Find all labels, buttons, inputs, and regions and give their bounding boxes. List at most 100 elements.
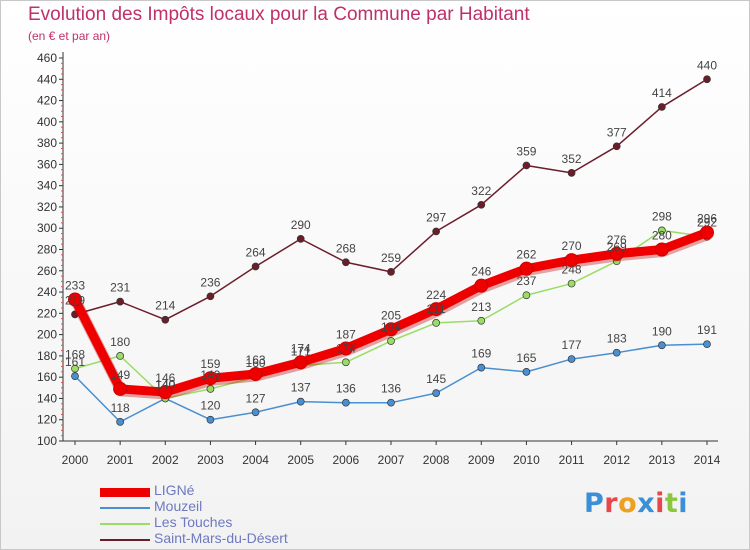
logo-letter: t — [664, 488, 679, 519]
data-point — [567, 279, 576, 288]
data-point — [658, 226, 666, 235]
data-label: 136 — [336, 382, 356, 396]
data-point — [519, 261, 534, 276]
data-label: 269 — [607, 240, 627, 254]
data-point — [161, 315, 170, 324]
x-tick-label: 2000 — [62, 453, 89, 467]
data-point — [609, 246, 624, 261]
data-label: 136 — [381, 382, 401, 396]
data-point — [113, 381, 128, 396]
x-tick-label: 2003 — [197, 453, 224, 467]
data-point — [206, 292, 215, 301]
x-tick-label: 2005 — [287, 453, 314, 467]
data-label: 414 — [652, 86, 672, 100]
data-label: 140 — [155, 377, 175, 391]
data-label: 359 — [516, 144, 536, 158]
data-point — [71, 372, 79, 380]
y-tick-label: 460 — [37, 51, 57, 65]
data-point — [700, 225, 714, 240]
data-point — [296, 397, 305, 406]
data-label: 246 — [471, 265, 491, 279]
data-point — [384, 322, 398, 337]
data-label: 296 — [697, 211, 717, 225]
legend-swatch — [100, 487, 150, 497]
data-label: 169 — [471, 347, 491, 361]
y-tick-label: 180 — [37, 349, 57, 363]
data-point — [432, 319, 440, 327]
data-point — [654, 242, 669, 257]
data-point — [387, 337, 395, 345]
x-tick-label: 2004 — [242, 453, 269, 467]
y-tick-label: 440 — [37, 72, 57, 86]
data-label: 248 — [562, 263, 582, 277]
data-label: 352 — [562, 152, 582, 166]
data-point — [203, 371, 218, 386]
data-label: 187 — [336, 327, 356, 341]
logo-letter: r — [604, 488, 619, 519]
data-label: 236 — [200, 275, 220, 289]
data-point — [703, 340, 711, 349]
data-point — [522, 367, 531, 376]
data-point — [342, 358, 350, 367]
y-tick-label: 160 — [37, 370, 57, 384]
data-label: 120 — [200, 399, 220, 413]
logo-letter: o — [618, 488, 638, 519]
data-point — [432, 389, 440, 397]
data-label: 183 — [607, 332, 627, 346]
data-point — [474, 278, 489, 293]
y-tick-label: 200 — [37, 328, 57, 342]
y-tick-label: 400 — [37, 115, 57, 129]
data-label: 276 — [607, 233, 627, 247]
data-label: 165 — [516, 351, 536, 365]
data-label: 127 — [246, 391, 266, 405]
legend-label: Saint-Mars-du-Désert — [154, 530, 288, 546]
data-point — [116, 297, 124, 306]
data-label: 168 — [65, 348, 85, 362]
proxiti-logo: Proxiti — [584, 488, 688, 519]
data-point — [564, 253, 579, 268]
data-label: 194 — [381, 320, 401, 334]
y-tick-label: 320 — [37, 200, 57, 214]
data-point — [522, 161, 531, 170]
legend-swatch — [100, 539, 150, 541]
data-label: 268 — [336, 241, 356, 255]
data-point — [658, 103, 666, 111]
data-point — [429, 302, 444, 317]
data-label: 377 — [607, 125, 627, 139]
data-label: 174 — [336, 341, 356, 355]
chart-title: Evolution des Impôts locaux pour la Comm… — [28, 4, 530, 25]
data-label: 264 — [246, 246, 266, 260]
data-point — [477, 200, 486, 209]
data-point — [432, 227, 440, 236]
y-tick-label: 380 — [37, 136, 57, 150]
data-label: 297 — [426, 210, 446, 224]
data-label: 161 — [65, 355, 85, 369]
data-label: 219 — [65, 293, 85, 307]
data-point — [567, 169, 576, 177]
data-label: 237 — [516, 274, 536, 288]
data-label: 163 — [246, 353, 266, 367]
data-label: 149 — [110, 368, 130, 382]
data-label: 140 — [155, 377, 175, 391]
data-label: 149 — [200, 368, 220, 382]
data-label: 177 — [562, 338, 582, 352]
legend-label: Les Touches — [154, 514, 233, 530]
legend-label: Mouzeil — [154, 498, 203, 514]
data-label: 270 — [562, 239, 582, 253]
data-point — [522, 291, 531, 300]
data-point — [251, 408, 260, 417]
data-label: 137 — [291, 381, 311, 395]
y-tick-label: 360 — [37, 157, 57, 171]
data-label: 290 — [291, 218, 311, 232]
data-point — [703, 75, 711, 84]
y-tick-label: 240 — [37, 285, 57, 299]
x-tick-label: 2010 — [513, 453, 540, 467]
data-point — [296, 235, 305, 243]
data-label: 440 — [697, 58, 717, 72]
logo-letter: x — [637, 488, 656, 519]
logo-letter: i — [678, 488, 689, 519]
data-point — [68, 292, 82, 307]
logo-letter: P — [584, 488, 605, 519]
data-label: 205 — [381, 308, 401, 322]
